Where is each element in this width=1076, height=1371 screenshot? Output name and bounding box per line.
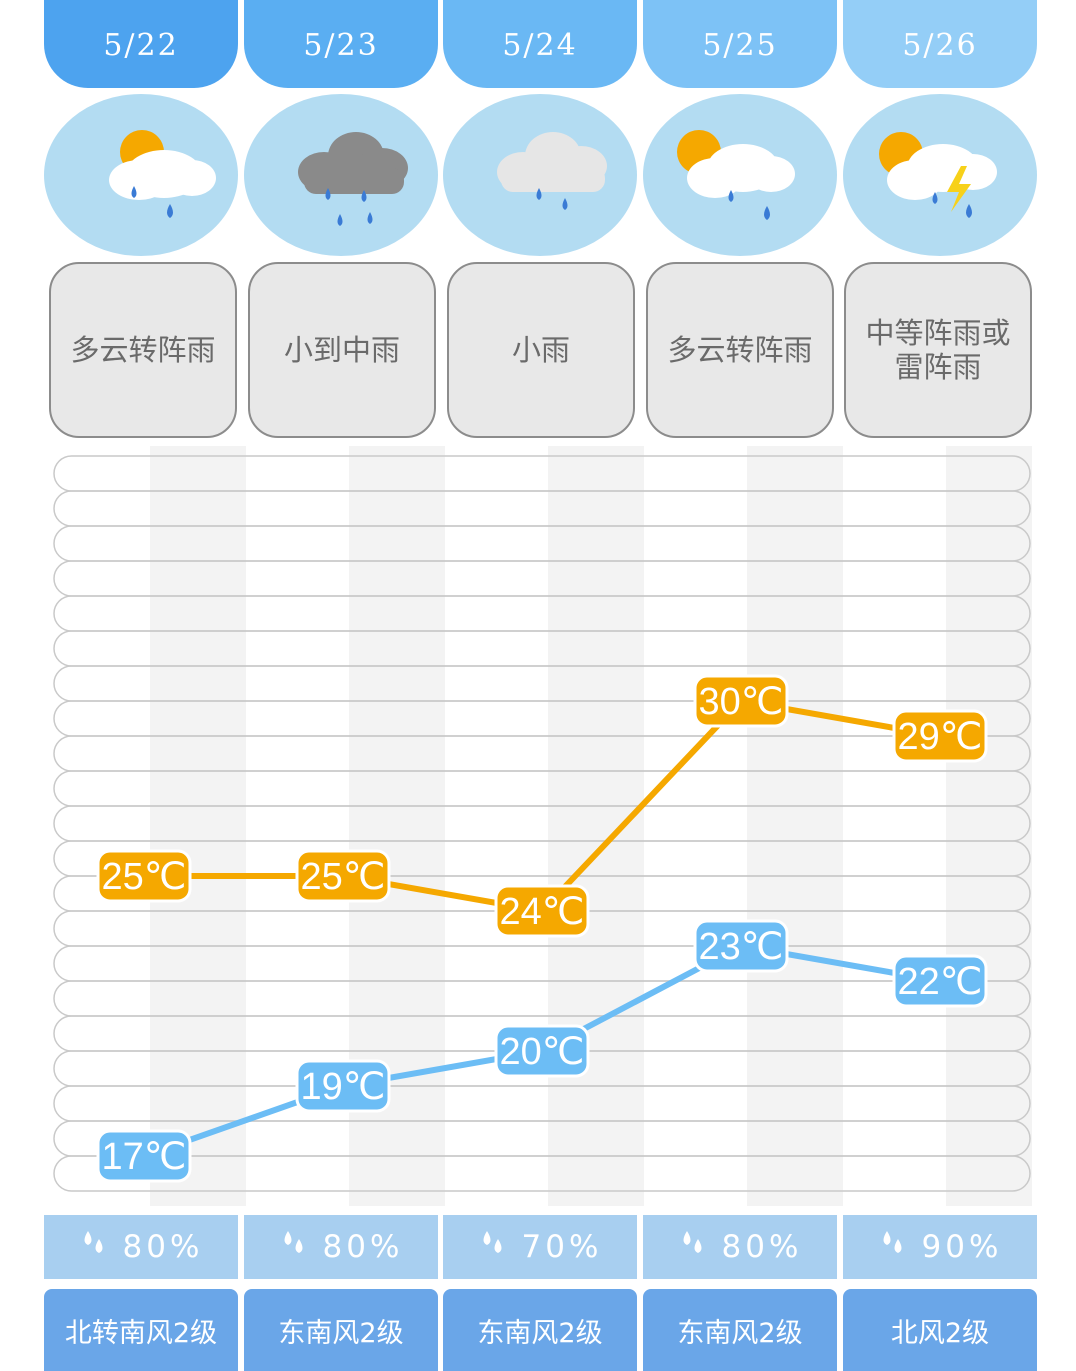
low-temp-badge bbox=[295, 1059, 391, 1113]
grid-line bbox=[53, 1155, 1031, 1192]
partly-cloudy-thunder-icon bbox=[843, 94, 1037, 256]
condition-card: 中等阵雨或雷阵雨 bbox=[844, 262, 1032, 438]
high-temp-badge bbox=[892, 709, 988, 763]
condition-card: 多云转阵雨 bbox=[646, 262, 834, 438]
raindrop-icon bbox=[279, 1228, 309, 1266]
column-stripe bbox=[548, 446, 644, 1206]
raindrop-icon bbox=[79, 1228, 109, 1266]
wind-cell: 东南风2级 bbox=[443, 1289, 637, 1371]
rain-chance-value: 80% bbox=[322, 1229, 404, 1265]
raindrop-icon bbox=[878, 1228, 908, 1266]
temperature-chart: 25℃ 25℃ 24℃ 30℃ 29℃ 17℃ 19℃ 20℃ 23℃ 22℃ bbox=[52, 446, 1042, 1206]
condition-card: 小雨 bbox=[447, 262, 635, 438]
high-temp-badge bbox=[494, 884, 590, 938]
high-temp-label: 25℃ bbox=[301, 856, 386, 898]
condition-card: 多云转阵雨 bbox=[49, 262, 237, 438]
high-temp-badge bbox=[693, 674, 789, 728]
date-tab[interactable]: 5/25 bbox=[643, 0, 837, 88]
date-tab[interactable]: 5/24 bbox=[443, 0, 637, 88]
rain-chance-cell: 80% bbox=[244, 1215, 438, 1279]
dark-cloud-rain-icon bbox=[244, 94, 438, 256]
low-temp-label: 17℃ bbox=[102, 1136, 187, 1178]
column-stripe bbox=[747, 446, 843, 1206]
low-temp-badge bbox=[494, 1024, 590, 1078]
rain-chance-value: 80% bbox=[122, 1229, 204, 1265]
low-temp-badge bbox=[892, 954, 988, 1008]
high-temp-label: 25℃ bbox=[102, 856, 187, 898]
rain-chance-value: 70% bbox=[521, 1229, 603, 1265]
rain-chance-value: 90% bbox=[921, 1229, 1003, 1265]
wind-cell: 东南风2级 bbox=[244, 1289, 438, 1371]
low-temp-label: 20℃ bbox=[500, 1031, 585, 1073]
condition-text: 小雨 bbox=[511, 333, 570, 367]
condition-text: 多云转阵雨 bbox=[667, 333, 813, 367]
condition-card: 小到中雨 bbox=[248, 262, 436, 438]
high-temp-badge bbox=[295, 849, 391, 903]
condition-text: 多云转阵雨 bbox=[70, 333, 216, 367]
low-temp-label: 19℃ bbox=[301, 1066, 386, 1108]
wind-cell: 北风2级 bbox=[843, 1289, 1037, 1371]
high-temp-label: 30℃ bbox=[699, 681, 784, 723]
wind-cell: 东南风2级 bbox=[643, 1289, 837, 1371]
rain-chance-cell: 70% bbox=[443, 1215, 637, 1279]
date-tab[interactable]: 5/22 bbox=[44, 0, 238, 88]
partly-cloudy-rain-icon bbox=[44, 94, 238, 256]
raindrop-icon bbox=[678, 1228, 708, 1266]
wind-cell: 北转南风2级 bbox=[44, 1289, 238, 1371]
date-tab[interactable]: 5/26 bbox=[843, 0, 1037, 88]
condition-text: 小到中雨 bbox=[283, 333, 400, 367]
high-temp-badge bbox=[96, 849, 192, 903]
temperature-chart-svg: 25℃ 25℃ 24℃ 30℃ 29℃ 17℃ 19℃ 20℃ 23℃ 22℃ bbox=[53, 446, 1042, 1206]
cloud-light-rain-icon bbox=[443, 94, 637, 256]
partly-cloudy-rain-icon bbox=[643, 94, 837, 256]
high-temp-label: 24℃ bbox=[500, 891, 585, 933]
raindrop-icon bbox=[478, 1228, 508, 1266]
rain-chance-cell: 90% bbox=[843, 1215, 1037, 1279]
condition-text: 中等阵雨或雷阵雨 bbox=[865, 316, 1011, 384]
low-temp-label: 23℃ bbox=[699, 926, 784, 968]
low-temp-badge bbox=[693, 919, 789, 973]
high-temp-label: 29℃ bbox=[898, 716, 983, 758]
column-stripe bbox=[150, 446, 246, 1206]
low-temp-badge bbox=[96, 1129, 192, 1183]
date-tab[interactable]: 5/23 bbox=[244, 0, 438, 88]
rain-chance-cell: 80% bbox=[44, 1215, 238, 1279]
low-temp-label: 22℃ bbox=[898, 961, 983, 1003]
rain-chance-cell: 80% bbox=[643, 1215, 837, 1279]
rain-chance-value: 80% bbox=[721, 1229, 803, 1265]
